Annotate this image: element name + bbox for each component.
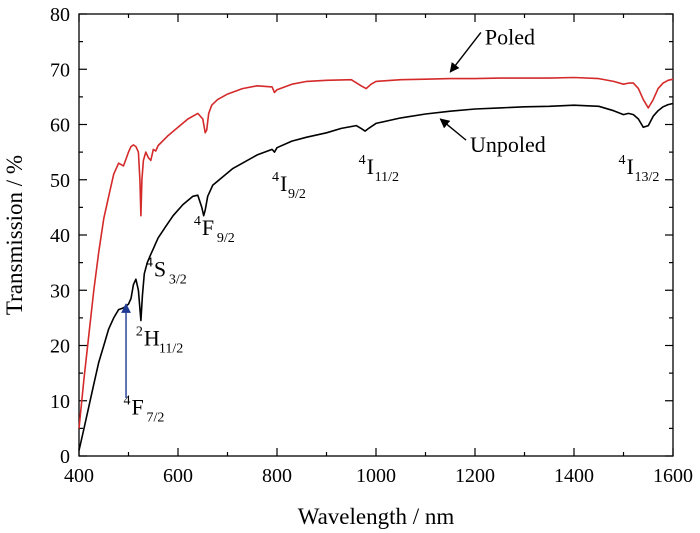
transition-label-sup: 4 — [146, 255, 153, 270]
y-tick-label: 20 — [50, 336, 70, 358]
transition-label: 2 H 11/2 — [136, 325, 183, 357]
y-tick-label: 60 — [50, 115, 70, 137]
series-line-unpoled — [78, 102, 674, 451]
transition-label-sup: 4 — [359, 153, 366, 168]
axes: 400 600 800 1000 1200 1400 1600 0 10 20 30 40 50 60 70… — [50, 4, 693, 487]
y-tick-label: 50 — [50, 170, 70, 192]
transition-label: 4 F 9/2 — [194, 214, 235, 246]
label-arrow — [439, 118, 467, 141]
transition-label-term: I — [627, 154, 634, 179]
transition-label: 4 I 11/2 — [359, 153, 399, 185]
y-tick-label: 40 — [50, 225, 70, 247]
plot-frame — [78, 13, 674, 457]
transition-label-sup: 2 — [136, 325, 143, 340]
transition-label-term: F — [202, 215, 214, 240]
transition-label-sub: 9/2 — [288, 187, 306, 202]
series-label-unpoled: Unpoled — [470, 132, 546, 157]
x-tick-label: 600 — [163, 465, 193, 487]
y-tick-label: 0 — [60, 446, 70, 468]
x-tick-label: 800 — [262, 465, 292, 487]
transition-label-term: F — [132, 395, 144, 420]
transition-label-sub: 11/2 — [375, 170, 399, 185]
transition-label-sup: 4 — [619, 153, 626, 168]
transition-label-term: H — [144, 326, 160, 351]
x-axis-title: Wavelength / nm — [298, 504, 455, 529]
transition-label-sub: 11/2 — [159, 342, 183, 357]
x-tick-label: 400 — [64, 465, 94, 487]
label-arrow — [449, 31, 482, 73]
transition-label-term: S — [154, 256, 166, 281]
transition-label-sub: 3/2 — [169, 272, 187, 287]
x-tick-label: 1400 — [554, 465, 594, 487]
x-tick-label: 1000 — [356, 465, 396, 487]
y-tick-label: 10 — [50, 391, 70, 413]
transition-label-sub: 9/2 — [217, 231, 235, 246]
transition-label-term: I — [280, 171, 287, 196]
transition-label-sub: 7/2 — [147, 411, 165, 426]
y-tick-label: 30 — [50, 280, 70, 302]
transition-label-sub: 13/2 — [635, 170, 660, 185]
x-tick-label: 1200 — [455, 465, 495, 487]
transition-label-sup: 4 — [272, 170, 279, 185]
x-tick-label: 1600 — [653, 465, 693, 487]
series-lines — [78, 76, 674, 451]
transition-label: 4 I 13/2 — [619, 153, 660, 185]
transition-label: 4 S 3/2 — [146, 255, 187, 287]
series-label-poled: Poled — [485, 24, 535, 49]
transition-label: 4 F 7/2 — [124, 394, 165, 426]
y-tick-label: 80 — [50, 4, 70, 26]
transition-label: 4 I 9/2 — [272, 170, 306, 202]
y-tick-label: 70 — [50, 59, 70, 81]
y-axis-title: Transmission / % — [2, 155, 27, 315]
transition-label-sup: 4 — [124, 394, 131, 409]
transition-label-term: I — [367, 154, 374, 179]
transition-label-sup: 4 — [194, 214, 201, 229]
series-line-poled — [78, 76, 674, 429]
